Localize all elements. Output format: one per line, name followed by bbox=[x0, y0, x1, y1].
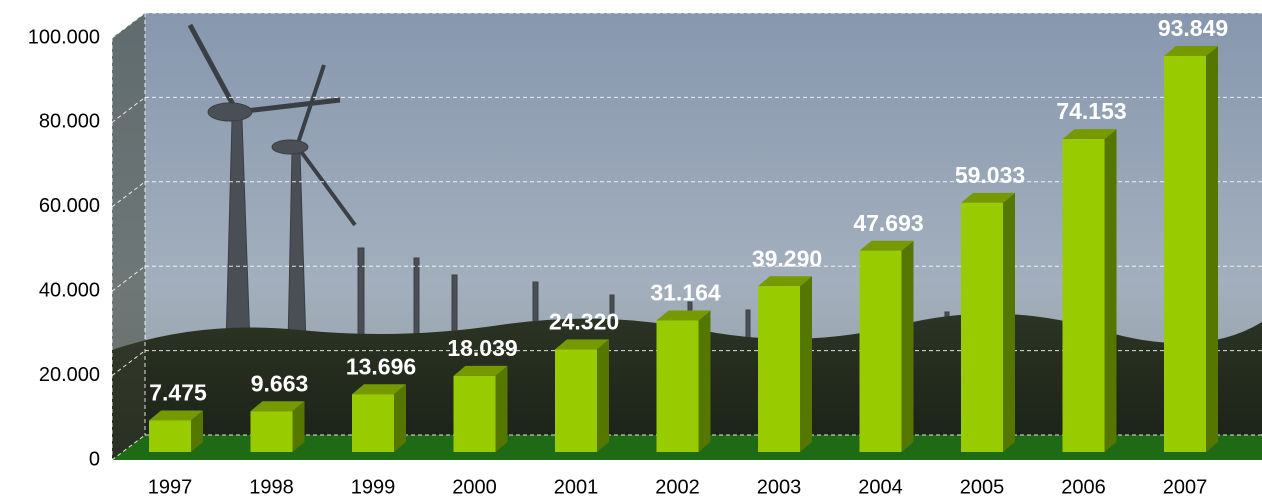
data-label: 47.693 bbox=[853, 210, 923, 236]
x-tick-label: 2006 bbox=[1061, 476, 1106, 498]
bar-side bbox=[191, 410, 203, 452]
y-tick-label: 20.000 bbox=[39, 364, 100, 386]
y-tick-label: 100.000 bbox=[28, 26, 100, 48]
data-label: 24.320 bbox=[549, 308, 619, 334]
x-tick-label: 2001 bbox=[554, 476, 599, 498]
bar bbox=[961, 202, 1003, 452]
data-label: 74.153 bbox=[1056, 98, 1126, 124]
bar-top bbox=[250, 401, 305, 412]
bar-side bbox=[901, 240, 914, 452]
bar-top bbox=[1164, 45, 1218, 56]
data-label: 13.696 bbox=[346, 353, 416, 379]
bar-top bbox=[555, 339, 609, 350]
bar-side bbox=[1003, 192, 1015, 452]
bar-side bbox=[495, 365, 508, 452]
bar-top bbox=[352, 384, 406, 395]
bar-side bbox=[597, 339, 609, 452]
x-tick-label: 2007 bbox=[1163, 476, 1208, 498]
x-tick-label: 2000 bbox=[452, 476, 497, 498]
bar bbox=[859, 250, 902, 452]
x-tick-label: 2005 bbox=[960, 476, 1005, 498]
x-tick-label: 1998 bbox=[249, 476, 294, 498]
x-tick-label: 2002 bbox=[655, 476, 700, 498]
bar bbox=[149, 420, 191, 452]
data-label: 39.290 bbox=[752, 245, 822, 271]
bar bbox=[555, 349, 597, 452]
x-tick-label: 1997 bbox=[148, 476, 193, 498]
x-tick-label: 2003 bbox=[757, 476, 802, 498]
bar-side bbox=[1104, 129, 1117, 452]
bar bbox=[656, 320, 699, 452]
bar bbox=[1062, 139, 1105, 452]
bar-top bbox=[961, 192, 1015, 203]
x-tick-label: 2004 bbox=[858, 476, 903, 498]
data-label: 93.849 bbox=[1158, 15, 1228, 41]
data-label: 18.039 bbox=[447, 335, 517, 361]
bar bbox=[1164, 55, 1206, 453]
bar-top bbox=[453, 365, 508, 376]
bar-side bbox=[800, 276, 812, 452]
y-tick-label: 80.000 bbox=[39, 111, 100, 133]
bar-top bbox=[1062, 129, 1117, 140]
data-label: 9.663 bbox=[251, 370, 309, 396]
bar-side bbox=[1206, 45, 1218, 453]
y-tick-label: 0 bbox=[89, 448, 100, 470]
bar-top bbox=[758, 276, 812, 287]
x-tick-label: 1999 bbox=[351, 476, 396, 498]
bar bbox=[453, 375, 496, 452]
bar-side bbox=[394, 384, 406, 452]
y-tick-label: 60.000 bbox=[39, 195, 100, 217]
data-label: 7.475 bbox=[149, 380, 207, 406]
bar-top bbox=[149, 410, 203, 421]
y-tick-label: 40.000 bbox=[39, 279, 100, 301]
data-label: 59.033 bbox=[955, 162, 1025, 188]
data-label: 31.164 bbox=[650, 280, 721, 306]
bar bbox=[758, 286, 800, 452]
bar bbox=[250, 411, 293, 452]
bar-top bbox=[859, 240, 914, 251]
bar bbox=[352, 394, 394, 452]
bar-top bbox=[656, 310, 711, 321]
bar-side bbox=[292, 401, 305, 452]
bar-side bbox=[698, 310, 711, 452]
